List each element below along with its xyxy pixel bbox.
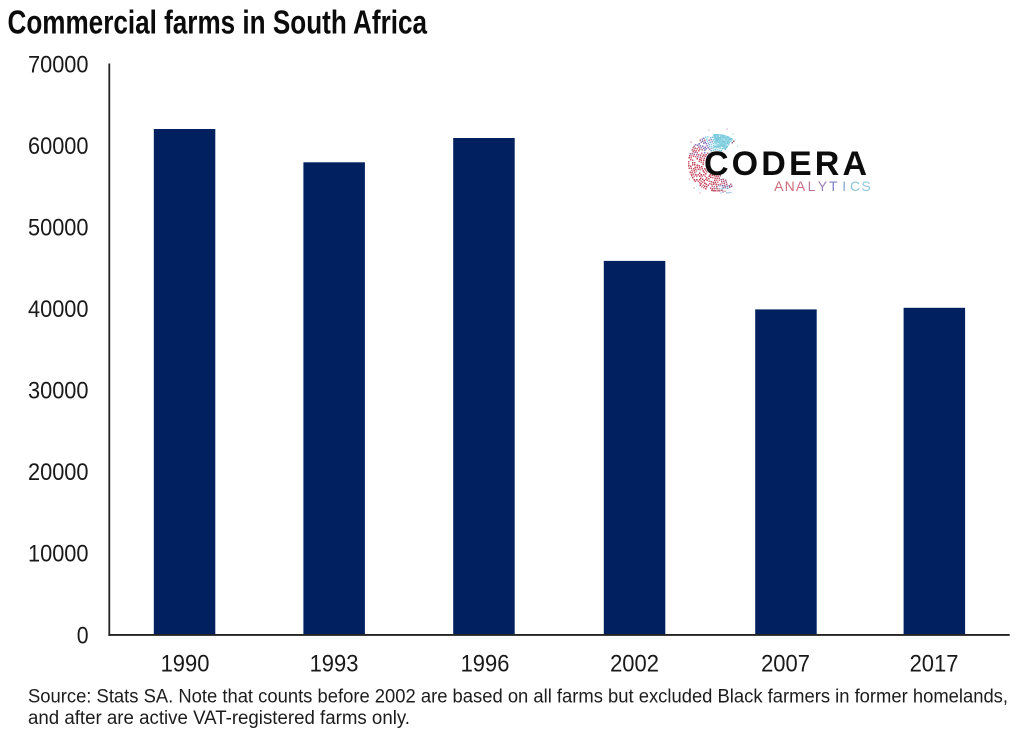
- svg-text:Source: Stats SA. Note that co: Source: Stats SA. Note that counts befor…: [28, 686, 1008, 707]
- svg-text:T: T: [829, 178, 838, 194]
- svg-text:10000: 10000: [28, 541, 89, 568]
- svg-text:and after are active VAT-regis: and after are active VAT-registered farm…: [28, 708, 410, 729]
- svg-text:2002: 2002: [610, 651, 659, 678]
- svg-text:60000: 60000: [28, 133, 89, 160]
- svg-text:70000: 70000: [28, 51, 89, 78]
- svg-text:30000: 30000: [28, 378, 89, 405]
- svg-text:L: L: [808, 178, 816, 194]
- svg-text:0: 0: [77, 622, 89, 649]
- svg-text:40000: 40000: [28, 296, 89, 323]
- svg-text:1996: 1996: [461, 651, 510, 678]
- svg-text:20000: 20000: [28, 459, 89, 486]
- svg-text:Y: Y: [818, 178, 828, 194]
- svg-text:C: C: [850, 178, 860, 194]
- svg-text:I: I: [842, 178, 846, 194]
- svg-text:Commercial farms in South Afri: Commercial farms in South Africa: [8, 4, 428, 41]
- svg-text:S: S: [861, 178, 870, 194]
- svg-text:2017: 2017: [910, 651, 959, 678]
- svg-text:1990: 1990: [161, 651, 210, 678]
- svg-text:A: A: [796, 178, 806, 194]
- svg-text:2007: 2007: [761, 651, 810, 678]
- svg-text:N: N: [785, 178, 795, 194]
- svg-text:A: A: [774, 178, 784, 194]
- svg-text:50000: 50000: [28, 214, 89, 241]
- svg-text:1993: 1993: [310, 651, 359, 678]
